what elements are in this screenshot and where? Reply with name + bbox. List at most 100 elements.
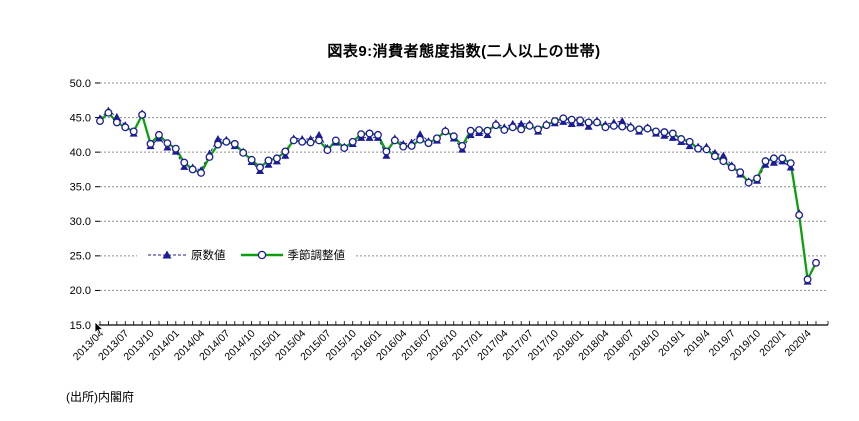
x-tick-label: 2019/4 [681, 328, 712, 359]
mouse-cursor [94, 322, 104, 335]
marker-circle [786, 159, 795, 168]
marker-circle [289, 136, 298, 145]
marker-circle [331, 136, 340, 145]
marker-circle [508, 123, 517, 132]
marker-circle [635, 125, 644, 134]
marker-triangle [618, 117, 627, 125]
marker-circle [315, 136, 323, 145]
marker-circle [171, 144, 180, 153]
marker-circle [213, 140, 222, 149]
y-tick-label: 40.0 [70, 147, 91, 159]
circle-solid-line-icon [240, 250, 283, 260]
legend-item-adjusted: 季節調整値 [240, 247, 346, 263]
marker-circle [247, 155, 256, 164]
marker-circle [424, 139, 433, 148]
y-tick-label: 25.0 [70, 251, 91, 263]
y-tick-label: 20.0 [70, 285, 91, 297]
marker-circle [357, 130, 366, 139]
marker-circle [104, 108, 113, 117]
marker-circle [812, 258, 820, 267]
marker-circle [753, 174, 761, 183]
marker-circle [542, 121, 551, 130]
marker-circle [618, 122, 627, 131]
marker-circle [281, 147, 290, 156]
marker-triangle [416, 130, 425, 138]
marker-circle [129, 127, 138, 136]
marker-circle [660, 128, 669, 137]
marker-circle [769, 154, 778, 163]
marker-circle [744, 178, 753, 187]
marker-circle [525, 121, 534, 130]
marker-circle [256, 163, 264, 172]
marker-circle [390, 136, 399, 145]
legend-item-original: 原数値 [147, 247, 226, 263]
y-tick-label: 50.0 [70, 78, 91, 90]
marker-circle [803, 275, 812, 284]
marker-circle [567, 115, 576, 124]
marker-circle [197, 168, 206, 177]
marker-circle [180, 158, 189, 167]
marker-circle [155, 130, 163, 139]
y-tick-label: 15.0 [70, 320, 91, 332]
marker-triangle [213, 135, 222, 143]
marker-circle [382, 147, 391, 156]
marker-circle [694, 144, 703, 153]
marker-circle [348, 137, 357, 146]
marker-circle [483, 126, 492, 135]
marker-circle [491, 121, 500, 130]
marker-triangle [315, 130, 324, 139]
marker-circle [306, 138, 315, 147]
marker-circle [458, 141, 467, 150]
marker-circle [449, 132, 458, 141]
marker-circle [416, 135, 425, 144]
y-tick-label: 30.0 [70, 216, 91, 228]
marker-circle [736, 168, 745, 177]
marker-triangle [517, 119, 526, 127]
marker-circle [112, 118, 121, 127]
marker-circle [163, 139, 172, 148]
marker-circle [702, 145, 711, 154]
marker-circle [340, 144, 349, 152]
marker-circle [138, 110, 147, 119]
x-tick-label: 2020/4 [782, 328, 813, 359]
marker-circle [643, 124, 652, 133]
triangle-dashed-line-icon [148, 250, 186, 259]
marker-circle [432, 134, 441, 143]
source-note: (出所)内閣府 [66, 390, 134, 404]
marker-circle [685, 137, 694, 146]
marker-circle [593, 118, 601, 127]
legend-label-original: 原数値 [191, 250, 226, 262]
marker-circle [399, 142, 408, 151]
x-tick-label: 2020/1 [757, 328, 788, 359]
marker-circle [121, 123, 130, 132]
legend: 原数値 季節調整値 [137, 245, 355, 265]
marker-circle [626, 123, 635, 132]
marker-circle [239, 148, 248, 157]
y-tick-label: 45.0 [70, 112, 91, 124]
marker-circle [407, 141, 416, 150]
marker-circle [534, 125, 542, 134]
marker-circle [559, 114, 568, 123]
marker-triangle [719, 151, 728, 159]
y-tick-label: 35.0 [70, 182, 91, 194]
chart-title: 図表9:消費者態度指数(二人以上の世帯) [327, 43, 601, 60]
marker-circle [222, 137, 231, 146]
marker-circle [365, 129, 374, 138]
marker-circle [576, 116, 585, 125]
marker-circle [146, 139, 155, 148]
marker-circle [205, 153, 214, 161]
legend-label-adjusted: 季節調整値 [287, 250, 346, 262]
marker-triangle [112, 112, 121, 121]
marker-circle [517, 125, 526, 134]
marker-circle [298, 137, 307, 146]
x-tick-label: 2019/1 [656, 328, 687, 359]
marker-circle [609, 121, 618, 130]
marker-circle [323, 146, 332, 155]
marker-circle [466, 126, 475, 135]
marker-circle [668, 129, 677, 138]
marker-circle [601, 123, 610, 132]
marker-circle [795, 211, 804, 220]
marker-circle [550, 117, 559, 125]
marker-circle [230, 139, 239, 148]
